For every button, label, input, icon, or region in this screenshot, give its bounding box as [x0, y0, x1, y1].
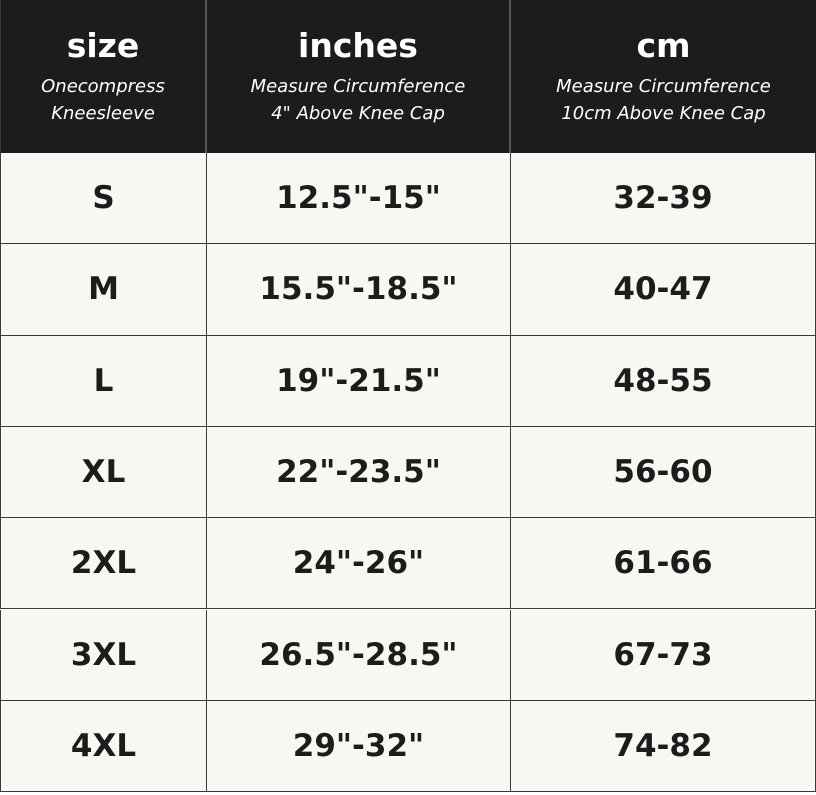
header-subtitle: 4" Above Knee Cap	[271, 103, 445, 124]
table-cell: 3XL	[0, 609, 207, 701]
table-cell: 19"-21.5"	[207, 335, 511, 427]
header-title: size	[66, 26, 140, 65]
table-cell: 48-55	[511, 335, 816, 427]
table-cell: 2XL	[0, 518, 207, 610]
header-title: inches	[298, 26, 418, 65]
header-cell: inches Measure Circumference 4" Above Knee…	[207, 0, 511, 153]
table-cell: 32-39	[511, 153, 816, 245]
header-subtitle: Measure Circumference	[556, 76, 771, 97]
header-subtitle: Measure Circumference	[250, 76, 466, 97]
table-cell: XL	[0, 426, 207, 519]
table-cell: S	[0, 153, 207, 245]
table-cell: M	[0, 244, 207, 336]
table-cell: 40-47	[511, 244, 816, 336]
table-cell: 22"-23.5"	[207, 426, 511, 519]
table-cell: L	[0, 335, 207, 427]
table-cell: 15.5"-18.5"	[207, 244, 511, 336]
header-cell: size Onecompress Kneesleeve	[0, 0, 207, 153]
table-cell: 67-73	[511, 609, 816, 701]
header-subtitle: Kneesleeve	[51, 103, 155, 124]
table-cell: 26.5"-28.5"	[207, 609, 511, 701]
table-cell: 29"-32"	[207, 700, 511, 793]
table-cell: 74-82	[511, 700, 816, 793]
header-cell: cm Measure Circumference 10cm Above Knee C…	[511, 0, 816, 153]
table-cell: 24"-26"	[207, 518, 511, 610]
header-title: cm	[636, 26, 691, 65]
table-cell: 4XL	[0, 700, 207, 793]
table-cell: 12.5"-15"	[207, 153, 511, 245]
table-cell: 61-66	[511, 518, 816, 610]
table-cell: 56-60	[511, 426, 816, 519]
header-subtitle: 10cm Above Knee Cap	[561, 103, 766, 124]
header-subtitle: Onecompress	[41, 76, 165, 97]
